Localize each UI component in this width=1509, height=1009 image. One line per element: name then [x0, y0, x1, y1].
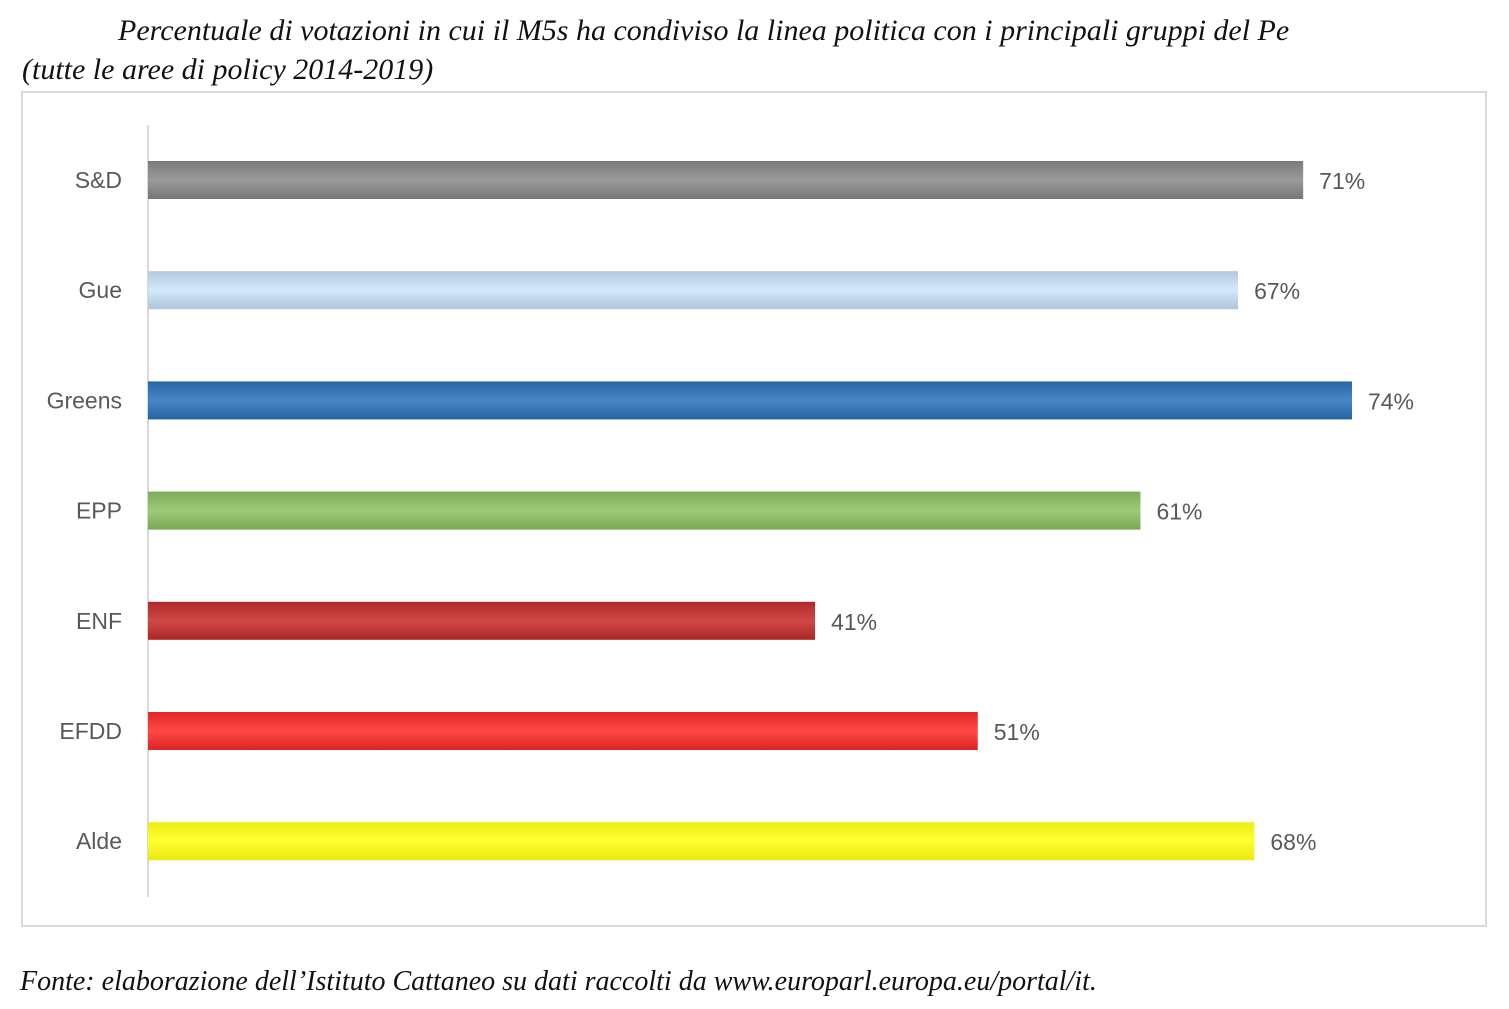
chart-title-line-2: (tutte le aree di policy 2014-2019) — [22, 53, 434, 86]
bar-chart: S&D 71% Gue 67% Greens 74% EPP 61% ENF 41% EFDD 51%… — [47, 125, 1414, 897]
category-label: EPP — [76, 498, 122, 524]
category-label: S&D — [75, 167, 122, 193]
bar-greens — [148, 381, 1352, 420]
bar-gue — [148, 271, 1239, 310]
data-label: 51% — [994, 719, 1040, 745]
bar-epp — [148, 491, 1141, 530]
category-label: Greens — [47, 387, 122, 413]
data-label: 71% — [1319, 168, 1365, 194]
data-label: 41% — [831, 609, 877, 635]
data-label: 74% — [1368, 388, 1414, 414]
category-label: EFDD — [59, 718, 122, 744]
bar-efdd — [148, 712, 978, 750]
data-label: 68% — [1270, 829, 1316, 855]
category-label: Gue — [79, 277, 122, 303]
source-note: Fonte: elaborazione dell’Istituto Cattan… — [20, 966, 1097, 997]
bar-s-d — [148, 161, 1304, 199]
chart-title-line-1: Percentuale di votazioni in cui il M5s h… — [118, 14, 1290, 47]
category-label: ENF — [76, 608, 122, 634]
data-label: 61% — [1156, 499, 1202, 525]
bar-alde — [148, 822, 1255, 861]
bar-enf — [148, 601, 816, 640]
data-label: 67% — [1254, 278, 1300, 304]
chart-frame: S&D 71% Gue 67% Greens 74% EPP 61% ENF 41% EFDD 51%… — [21, 91, 1487, 927]
category-label: Alde — [76, 828, 122, 854]
